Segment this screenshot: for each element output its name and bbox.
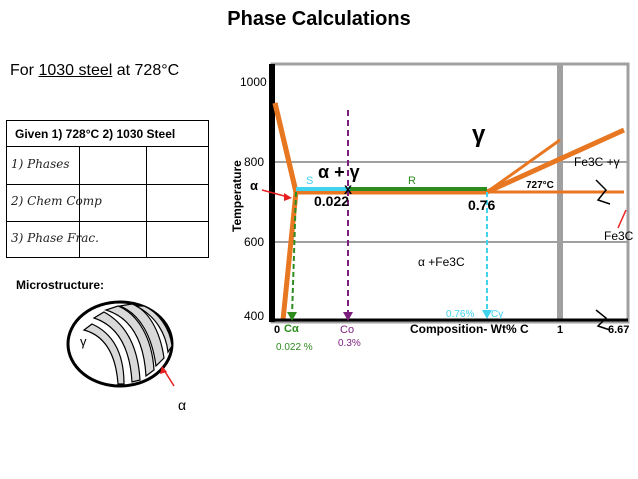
c-gamma-label: Cγ [491,309,503,320]
alpha-gamma-region-label: α + γ [318,162,360,182]
alpha-region-label: α [250,178,258,193]
alpha-arrow [261,189,289,198]
c-alpha-label: Cα [284,323,299,335]
table-row: 3) Phase Frac. [7,222,208,258]
alpha-arrow-head [160,366,167,374]
column-divider [146,147,147,257]
axis-break-mark [595,309,611,331]
subtitle-suffix: at 728°C [112,62,180,79]
y-axis-label: Temperature [230,160,244,232]
alpha-pointer-arrow [163,369,175,387]
acm-line [486,138,561,194]
lever-s-label: S [306,175,313,187]
subtitle: For 1030 steel at 728°C [10,62,179,80]
gamma-label: γ [80,334,87,349]
axis-break-mark [595,179,611,205]
c-o-arrow-head [343,312,353,321]
subtitle-prefix: For [10,62,39,79]
row-label-phase-frac: 3) Phase Frac. [11,231,99,245]
c-o-label: Co [340,324,354,336]
x-tick-6-67: 6.67 [608,324,629,336]
alpha-band [92,311,141,383]
val-0-022-label: 0.022 [314,193,349,209]
y-tick-1000: 1000 [240,75,267,89]
y-tick-800: 800 [244,155,264,169]
alpha-arrow-head [284,193,292,201]
alpha-fe3c-region-label: α +Fe3C [418,255,465,269]
table-row: 1) Phases [7,148,208,185]
c-alpha-dropline [291,191,297,317]
c-gamma-value: 0.76% [446,309,474,320]
fe3c-label: Fe3C [604,229,634,243]
c-gamma-arrow-head [482,310,492,319]
fe3c-gamma-region-label: Fe3C +γ [574,155,620,169]
c-alpha-arrow-head [287,312,297,321]
ferrite-boundary-line [272,102,299,321]
x-tick-1: 1 [557,324,563,336]
lever-x-label: X [344,183,352,197]
c-o-value: 0.3% [338,338,361,349]
alpha-band [104,305,155,378]
val-0-76-label: 0.76 [468,197,495,213]
alpha-band [82,323,125,385]
x-axis-label: Composition- Wt% C [410,322,529,336]
row-label-phases: 1) Phases [11,157,70,171]
microstructure-sketch: γ α [66,300,186,413]
microstructure-label: Microstructure: [16,278,105,292]
y-tick-400: 400 [244,309,264,323]
column-divider [79,147,80,257]
y-tick-600: 600 [244,235,264,249]
given-table: Given 1) 728°C 2) 1030 Steel 1) Phases 2… [6,120,209,258]
x-tick-0: 0 [274,324,280,336]
alpha-band [135,305,173,354]
lever-r-label: R [408,175,416,187]
page-title: Phase Calculations [227,8,411,30]
eutectoid-temp-label: 727°C [526,180,554,191]
gamma-region-label: γ [472,121,486,148]
given-table-header: Given 1) 728°C 2) 1030 Steel [7,121,208,147]
alpha-label: α [178,397,186,413]
fe3c-arrow [617,209,627,229]
c-alpha-value: 0.022 % [276,342,313,353]
subtitle-material: 1030 steel [38,62,113,79]
